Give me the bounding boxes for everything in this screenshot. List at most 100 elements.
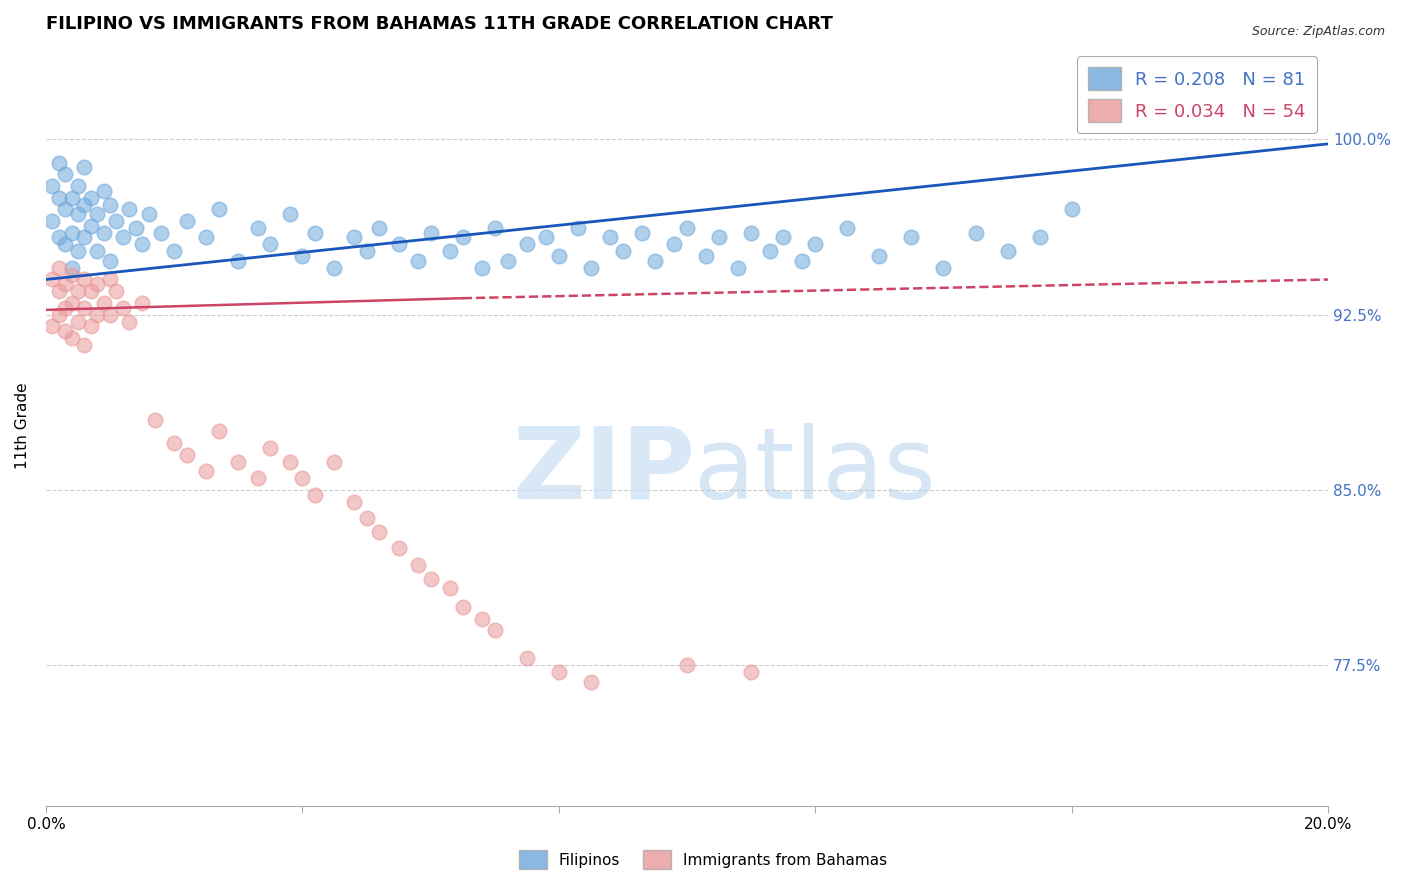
Point — [118, 315, 141, 329]
Point — [226, 455, 249, 469]
Point — [740, 226, 762, 240]
Point — [579, 260, 602, 275]
Point — [105, 214, 128, 228]
Point — [208, 425, 231, 439]
Point — [48, 308, 70, 322]
Point — [48, 230, 70, 244]
Point — [451, 599, 474, 614]
Point — [439, 581, 461, 595]
Point — [98, 253, 121, 268]
Point — [368, 221, 391, 235]
Point — [73, 161, 96, 175]
Point — [246, 221, 269, 235]
Point — [66, 178, 89, 193]
Point — [695, 249, 717, 263]
Point — [86, 308, 108, 322]
Legend: Filipinos, Immigrants from Bahamas: Filipinos, Immigrants from Bahamas — [513, 844, 893, 875]
Point — [419, 572, 441, 586]
Point — [111, 301, 134, 315]
Point — [419, 226, 441, 240]
Point — [73, 230, 96, 244]
Point — [98, 272, 121, 286]
Point — [105, 284, 128, 298]
Point — [516, 651, 538, 665]
Point — [86, 277, 108, 292]
Point — [60, 260, 83, 275]
Point — [86, 207, 108, 221]
Point — [356, 511, 378, 525]
Point — [53, 301, 76, 315]
Point — [41, 319, 63, 334]
Point — [868, 249, 890, 263]
Legend: R = 0.208   N = 81, R = 0.034   N = 54: R = 0.208 N = 81, R = 0.034 N = 54 — [1077, 56, 1316, 133]
Point — [66, 207, 89, 221]
Point — [226, 253, 249, 268]
Point — [343, 494, 366, 508]
Y-axis label: 11th Grade: 11th Grade — [15, 383, 30, 469]
Point — [131, 237, 153, 252]
Point — [208, 202, 231, 217]
Point — [111, 230, 134, 244]
Text: atlas: atlas — [695, 423, 936, 520]
Point — [792, 253, 814, 268]
Point — [484, 624, 506, 638]
Point — [727, 260, 749, 275]
Point — [93, 296, 115, 310]
Point — [484, 221, 506, 235]
Point — [93, 226, 115, 240]
Point — [323, 260, 346, 275]
Point — [73, 301, 96, 315]
Point — [66, 244, 89, 259]
Point — [86, 244, 108, 259]
Point — [163, 244, 186, 259]
Point — [41, 178, 63, 193]
Text: ZIP: ZIP — [512, 423, 695, 520]
Point — [612, 244, 634, 259]
Point — [439, 244, 461, 259]
Point — [150, 226, 173, 240]
Point — [278, 207, 301, 221]
Point — [323, 455, 346, 469]
Point — [246, 471, 269, 485]
Point — [387, 541, 409, 556]
Point — [66, 284, 89, 298]
Point — [343, 230, 366, 244]
Point — [547, 665, 569, 680]
Point — [131, 296, 153, 310]
Point — [304, 487, 326, 501]
Point — [80, 191, 103, 205]
Point — [53, 167, 76, 181]
Point — [41, 214, 63, 228]
Point — [48, 191, 70, 205]
Point — [66, 315, 89, 329]
Point — [176, 214, 198, 228]
Point — [176, 448, 198, 462]
Point — [53, 277, 76, 292]
Point — [118, 202, 141, 217]
Point — [195, 464, 218, 478]
Point — [48, 284, 70, 298]
Point — [259, 441, 281, 455]
Point — [80, 319, 103, 334]
Point — [60, 268, 83, 282]
Point — [644, 253, 666, 268]
Point — [579, 674, 602, 689]
Point — [48, 260, 70, 275]
Point — [60, 331, 83, 345]
Point — [125, 221, 148, 235]
Point — [932, 260, 955, 275]
Point — [80, 284, 103, 298]
Point — [138, 207, 160, 221]
Point — [73, 272, 96, 286]
Point — [195, 230, 218, 244]
Point — [676, 221, 699, 235]
Point — [406, 558, 429, 572]
Point — [278, 455, 301, 469]
Point — [1028, 230, 1050, 244]
Point — [259, 237, 281, 252]
Point — [304, 226, 326, 240]
Point — [41, 272, 63, 286]
Text: FILIPINO VS IMMIGRANTS FROM BAHAMAS 11TH GRADE CORRELATION CHART: FILIPINO VS IMMIGRANTS FROM BAHAMAS 11TH… — [46, 15, 832, 33]
Point — [356, 244, 378, 259]
Point — [53, 237, 76, 252]
